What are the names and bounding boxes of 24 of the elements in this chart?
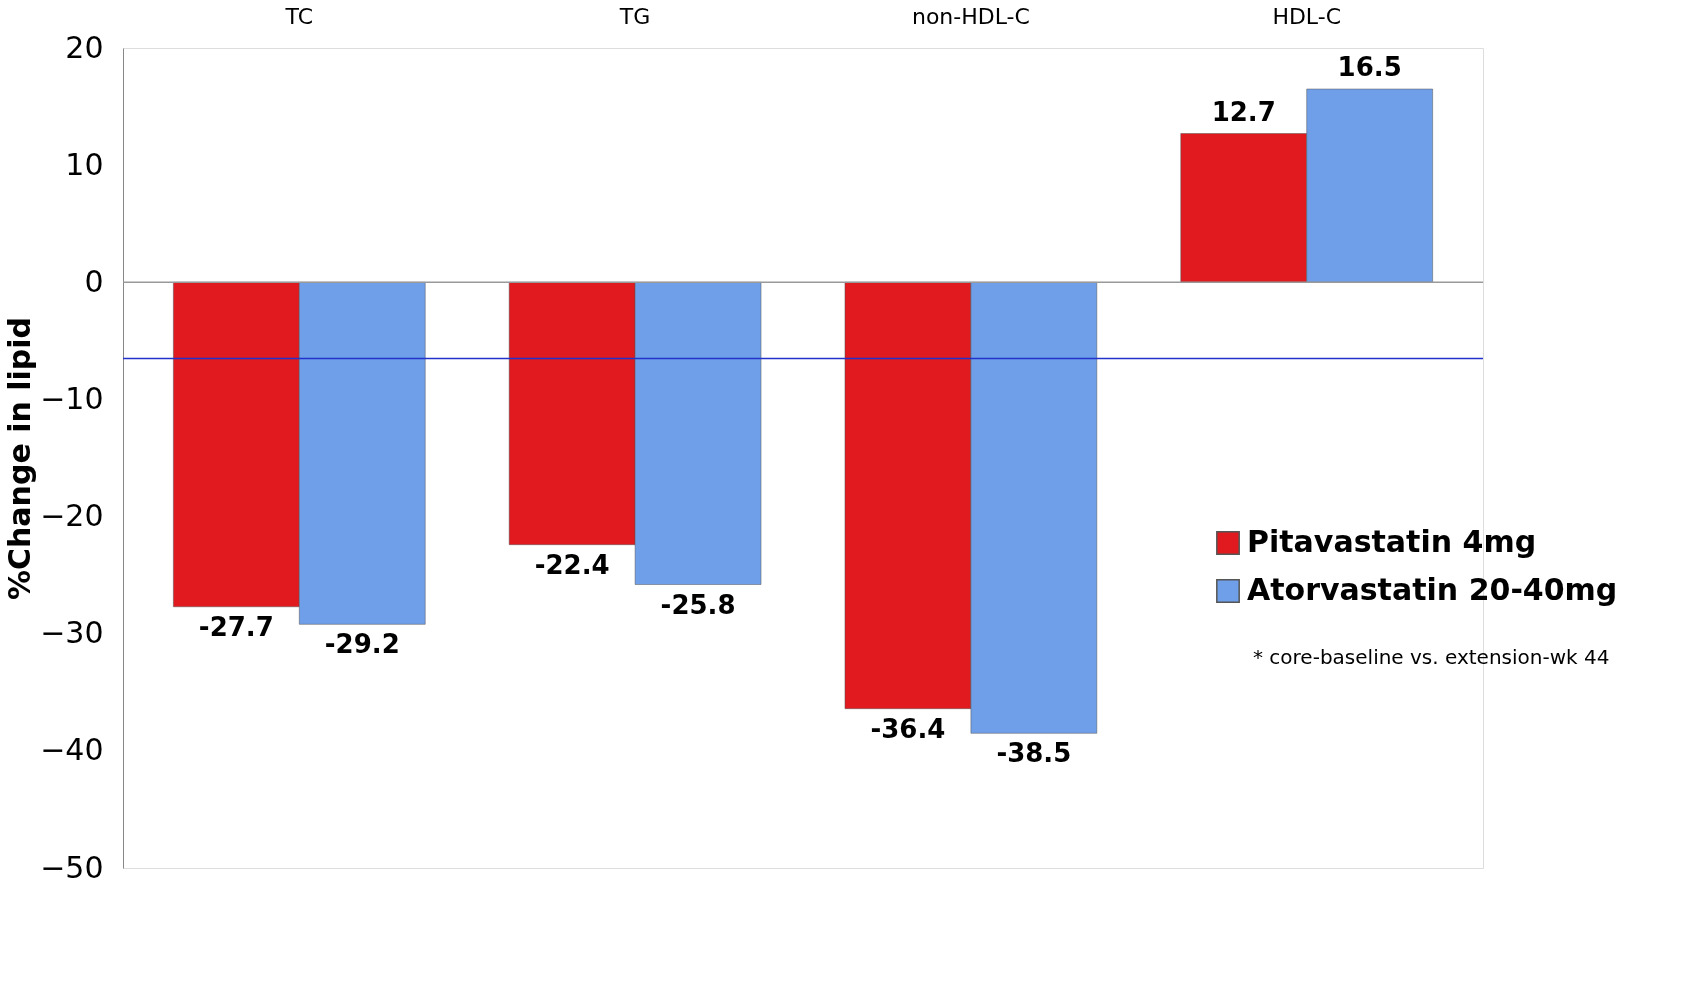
data-label: -27.7 — [198, 611, 274, 642]
x-tick-label: TG — [618, 3, 651, 29]
data-label: -22.4 — [534, 549, 610, 580]
y-tick-label: −20 — [40, 498, 104, 534]
data-label: 12.7 — [1211, 96, 1276, 127]
data-label: 16.5 — [1337, 52, 1402, 82]
y-tick-label: −10 — [40, 380, 104, 416]
legend-label: Pitavastatin 4mg — [1247, 524, 1537, 559]
data-label: -38.5 — [996, 738, 1072, 769]
legend-label: Atorvastatin 20-40mg — [1247, 572, 1618, 607]
x-tick-label: TC — [284, 3, 314, 29]
y-axis-title: %Change in lipid — [2, 316, 38, 601]
y-tick-label: 20 — [65, 29, 104, 65]
data-label: -36.4 — [870, 713, 946, 744]
data-label: -25.8 — [660, 589, 736, 620]
y-tick-label: 10 — [65, 146, 104, 182]
y-tick-label: −50 — [40, 849, 104, 885]
y-tick-label: −30 — [40, 615, 104, 651]
annotation: * core-baseline vs. extension-wk 44 — [1253, 645, 1610, 669]
data-label: -29.2 — [324, 629, 400, 660]
x-tick-label: HDL-C — [1272, 3, 1342, 29]
y-tick-label: 0 — [84, 263, 104, 299]
y-tick-label: −40 — [40, 732, 104, 768]
x-tick-label: non-HDL-C — [911, 3, 1030, 29]
